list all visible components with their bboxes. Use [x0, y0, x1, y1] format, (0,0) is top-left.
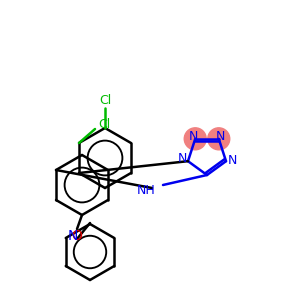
Text: N: N — [68, 229, 78, 243]
Text: O: O — [72, 229, 83, 243]
Text: N: N — [177, 152, 187, 165]
Text: N: N — [189, 130, 198, 143]
Text: NH: NH — [136, 184, 155, 196]
Text: N: N — [227, 154, 237, 167]
Text: N: N — [216, 130, 225, 143]
Circle shape — [208, 128, 230, 150]
Text: Cl: Cl — [98, 118, 110, 131]
Circle shape — [184, 128, 206, 150]
Text: Cl: Cl — [99, 94, 111, 106]
